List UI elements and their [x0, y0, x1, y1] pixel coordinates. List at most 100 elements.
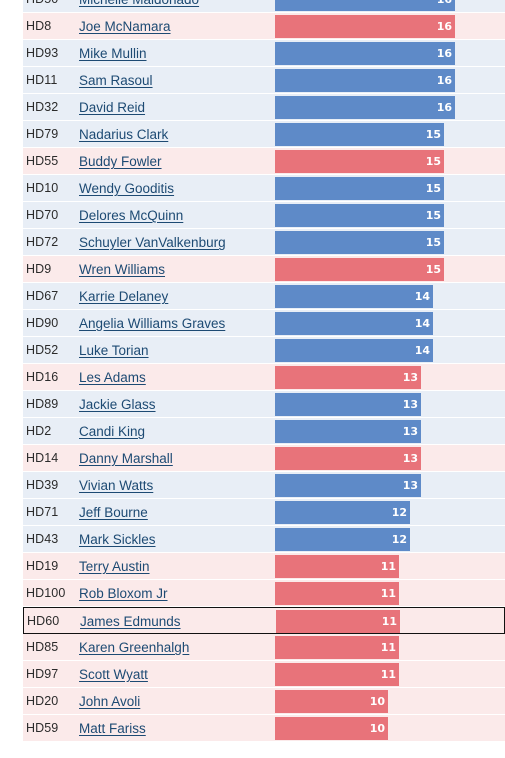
legislator-name-link[interactable]: Karrie Delaney [79, 289, 169, 304]
legislator-name-link[interactable]: Vivian Watts [79, 478, 154, 493]
table-row[interactable]: HD11 Sam Rasoul 16 [23, 67, 505, 94]
table-row[interactable]: HD90 Angelia Williams Graves 14 [23, 310, 505, 337]
table-row[interactable]: HD97 Scott Wyatt 11 [23, 661, 505, 688]
score-bar-track: 12 [275, 528, 495, 551]
table-row[interactable]: HD60 James Edmunds 11 [23, 607, 505, 634]
score-bar-track: 16 [275, 96, 495, 119]
table-row[interactable]: HD70 Delores McQuinn 15 [23, 202, 505, 229]
score-bar: 12 [275, 528, 410, 551]
table-row[interactable]: HD43 Mark Sickles 12 [23, 526, 505, 553]
score-bar: 16 [275, 15, 455, 38]
legislator-name-link[interactable]: Terry Austin [79, 559, 150, 574]
score-bar: 13 [275, 366, 421, 389]
score-bar-track: 14 [275, 285, 495, 308]
score-bar-track: 16 [275, 15, 495, 38]
legislator-name-link[interactable]: Delores McQuinn [79, 208, 184, 223]
legislator-name-link[interactable]: Rob Bloxom Jr [79, 586, 168, 601]
table-row[interactable]: HD39 Vivian Watts 13 [23, 472, 505, 499]
score-bar: 10 [275, 690, 388, 713]
legislator-name-link[interactable]: Luke Torian [79, 343, 149, 358]
district-id: HD55 [26, 154, 59, 168]
table-row[interactable]: HD9 Wren Williams 15 [23, 256, 505, 283]
legislator-name-link[interactable]: Jackie Glass [79, 397, 156, 412]
table-row[interactable]: HD52 Luke Torian 14 [23, 337, 505, 364]
table-row[interactable]: HD89 Jackie Glass 13 [23, 391, 505, 418]
score-bar-track: 12 [275, 501, 495, 524]
legislator-name-link[interactable]: John Avoli [79, 694, 141, 709]
score-bar: 16 [275, 96, 455, 119]
district-id: HD93 [26, 46, 59, 60]
district-id: HD79 [26, 127, 59, 141]
legislator-name-link[interactable]: Scott Wyatt [79, 667, 148, 682]
legislator-name-link[interactable]: Candi King [79, 424, 146, 439]
district-id: HD8 [26, 19, 52, 33]
district-id: HD14 [26, 451, 59, 465]
legislator-name-link[interactable]: Mike Mullin [79, 46, 147, 61]
score-bar: 11 [275, 555, 399, 578]
legislator-name-link[interactable]: David Reid [79, 100, 146, 115]
score-bar: 15 [275, 231, 444, 254]
table-row[interactable]: HD72 Schuyler VanValkenburg 15 [23, 229, 505, 256]
table-row[interactable]: HD67 Karrie Delaney 14 [23, 283, 505, 310]
district-id: HD2 [26, 424, 52, 438]
score-bar: 13 [275, 474, 421, 497]
score-bar-track: 11 [275, 663, 495, 686]
district-id: HD50 [26, 0, 58, 13]
score-bar: 11 [275, 663, 399, 686]
table-row[interactable]: HD14 Danny Marshall 13 [23, 445, 505, 472]
table-row[interactable]: HD32 David Reid 16 [23, 94, 505, 121]
district-id: HD16 [26, 370, 59, 384]
table-row[interactable]: HD19 Terry Austin 11 [23, 553, 505, 580]
legislator-name-link[interactable]: Matt Fariss [79, 721, 146, 736]
score-bar-track: 15 [275, 177, 495, 200]
score-bar-track: 13 [275, 420, 495, 443]
table-row[interactable]: HD16 Les Adams 13 [23, 364, 505, 391]
table-row[interactable]: HD20 John Avoli 10 [23, 688, 505, 715]
legislator-name-link[interactable]: Schuyler VanValkenburg [79, 235, 226, 250]
table-row[interactable]: HD10 Wendy Gooditis 15 [23, 175, 505, 202]
district-id: HD59 [26, 721, 59, 735]
score-bar: 13 [275, 447, 421, 470]
score-bar-track: 11 [275, 582, 495, 605]
table-row[interactable]: HD93 Mike Mullin 16 [23, 40, 505, 67]
score-bar: 14 [275, 312, 433, 335]
district-id: HD52 [26, 343, 59, 357]
legislator-name-link[interactable]: Wren Williams [79, 262, 166, 277]
score-bar-track: 11 [275, 555, 495, 578]
legislator-name-link[interactable]: James Edmunds [80, 614, 181, 629]
score-bar: 13 [275, 393, 421, 416]
legislator-name-link[interactable]: Karen Greenhalgh [79, 640, 190, 655]
legislator-name-link[interactable]: Jeff Bourne [79, 505, 148, 520]
score-bar-track: 10 [275, 717, 495, 740]
table-row[interactable]: HD8 Joe McNamara 16 [23, 13, 505, 40]
score-bar: 11 [276, 610, 400, 633]
table-row[interactable]: HD59 Matt Fariss 10 [23, 715, 505, 742]
score-bar-track: 13 [275, 393, 495, 416]
legislator-name-link[interactable]: Nadarius Clark [79, 127, 169, 142]
table-row[interactable]: HD2 Candi King 13 [23, 418, 505, 445]
legislator-name-link[interactable]: Sam Rasoul [79, 73, 153, 88]
score-bar-track: 14 [275, 339, 495, 362]
score-bar: 15 [275, 177, 444, 200]
table-row[interactable]: HD85 Karen Greenhalgh 11 [23, 634, 505, 661]
score-bar: 11 [275, 582, 399, 605]
legislator-name-link[interactable]: Angelia Williams Graves [79, 316, 226, 331]
table-row[interactable]: HD50 Michelle Maldonado 16 [23, 0, 505, 13]
legislator-name-link[interactable]: Les Adams [79, 370, 146, 385]
legislator-name-link[interactable]: Joe McNamara [79, 19, 171, 34]
score-bar: 16 [275, 69, 455, 92]
table-row[interactable]: HD55 Buddy Fowler 15 [23, 148, 505, 175]
score-bar-track: 13 [275, 366, 495, 389]
score-bar: 14 [275, 339, 433, 362]
legislator-name-link[interactable]: Mark Sickles [79, 532, 156, 547]
legislator-name-link[interactable]: Danny Marshall [79, 451, 173, 466]
score-bar-track: 14 [275, 312, 495, 335]
table-row[interactable]: HD71 Jeff Bourne 12 [23, 499, 505, 526]
district-id: HD20 [26, 694, 59, 708]
table-row[interactable]: HD100 Rob Bloxom Jr 11 [23, 580, 505, 607]
legislator-name-link[interactable]: Wendy Gooditis [79, 181, 175, 196]
table-row[interactable]: HD79 Nadarius Clark 15 [23, 121, 505, 148]
score-bar: 10 [275, 717, 388, 740]
legislator-name-link[interactable]: Michelle Maldonado [79, 0, 199, 13]
legislator-name-link[interactable]: Buddy Fowler [79, 154, 162, 169]
